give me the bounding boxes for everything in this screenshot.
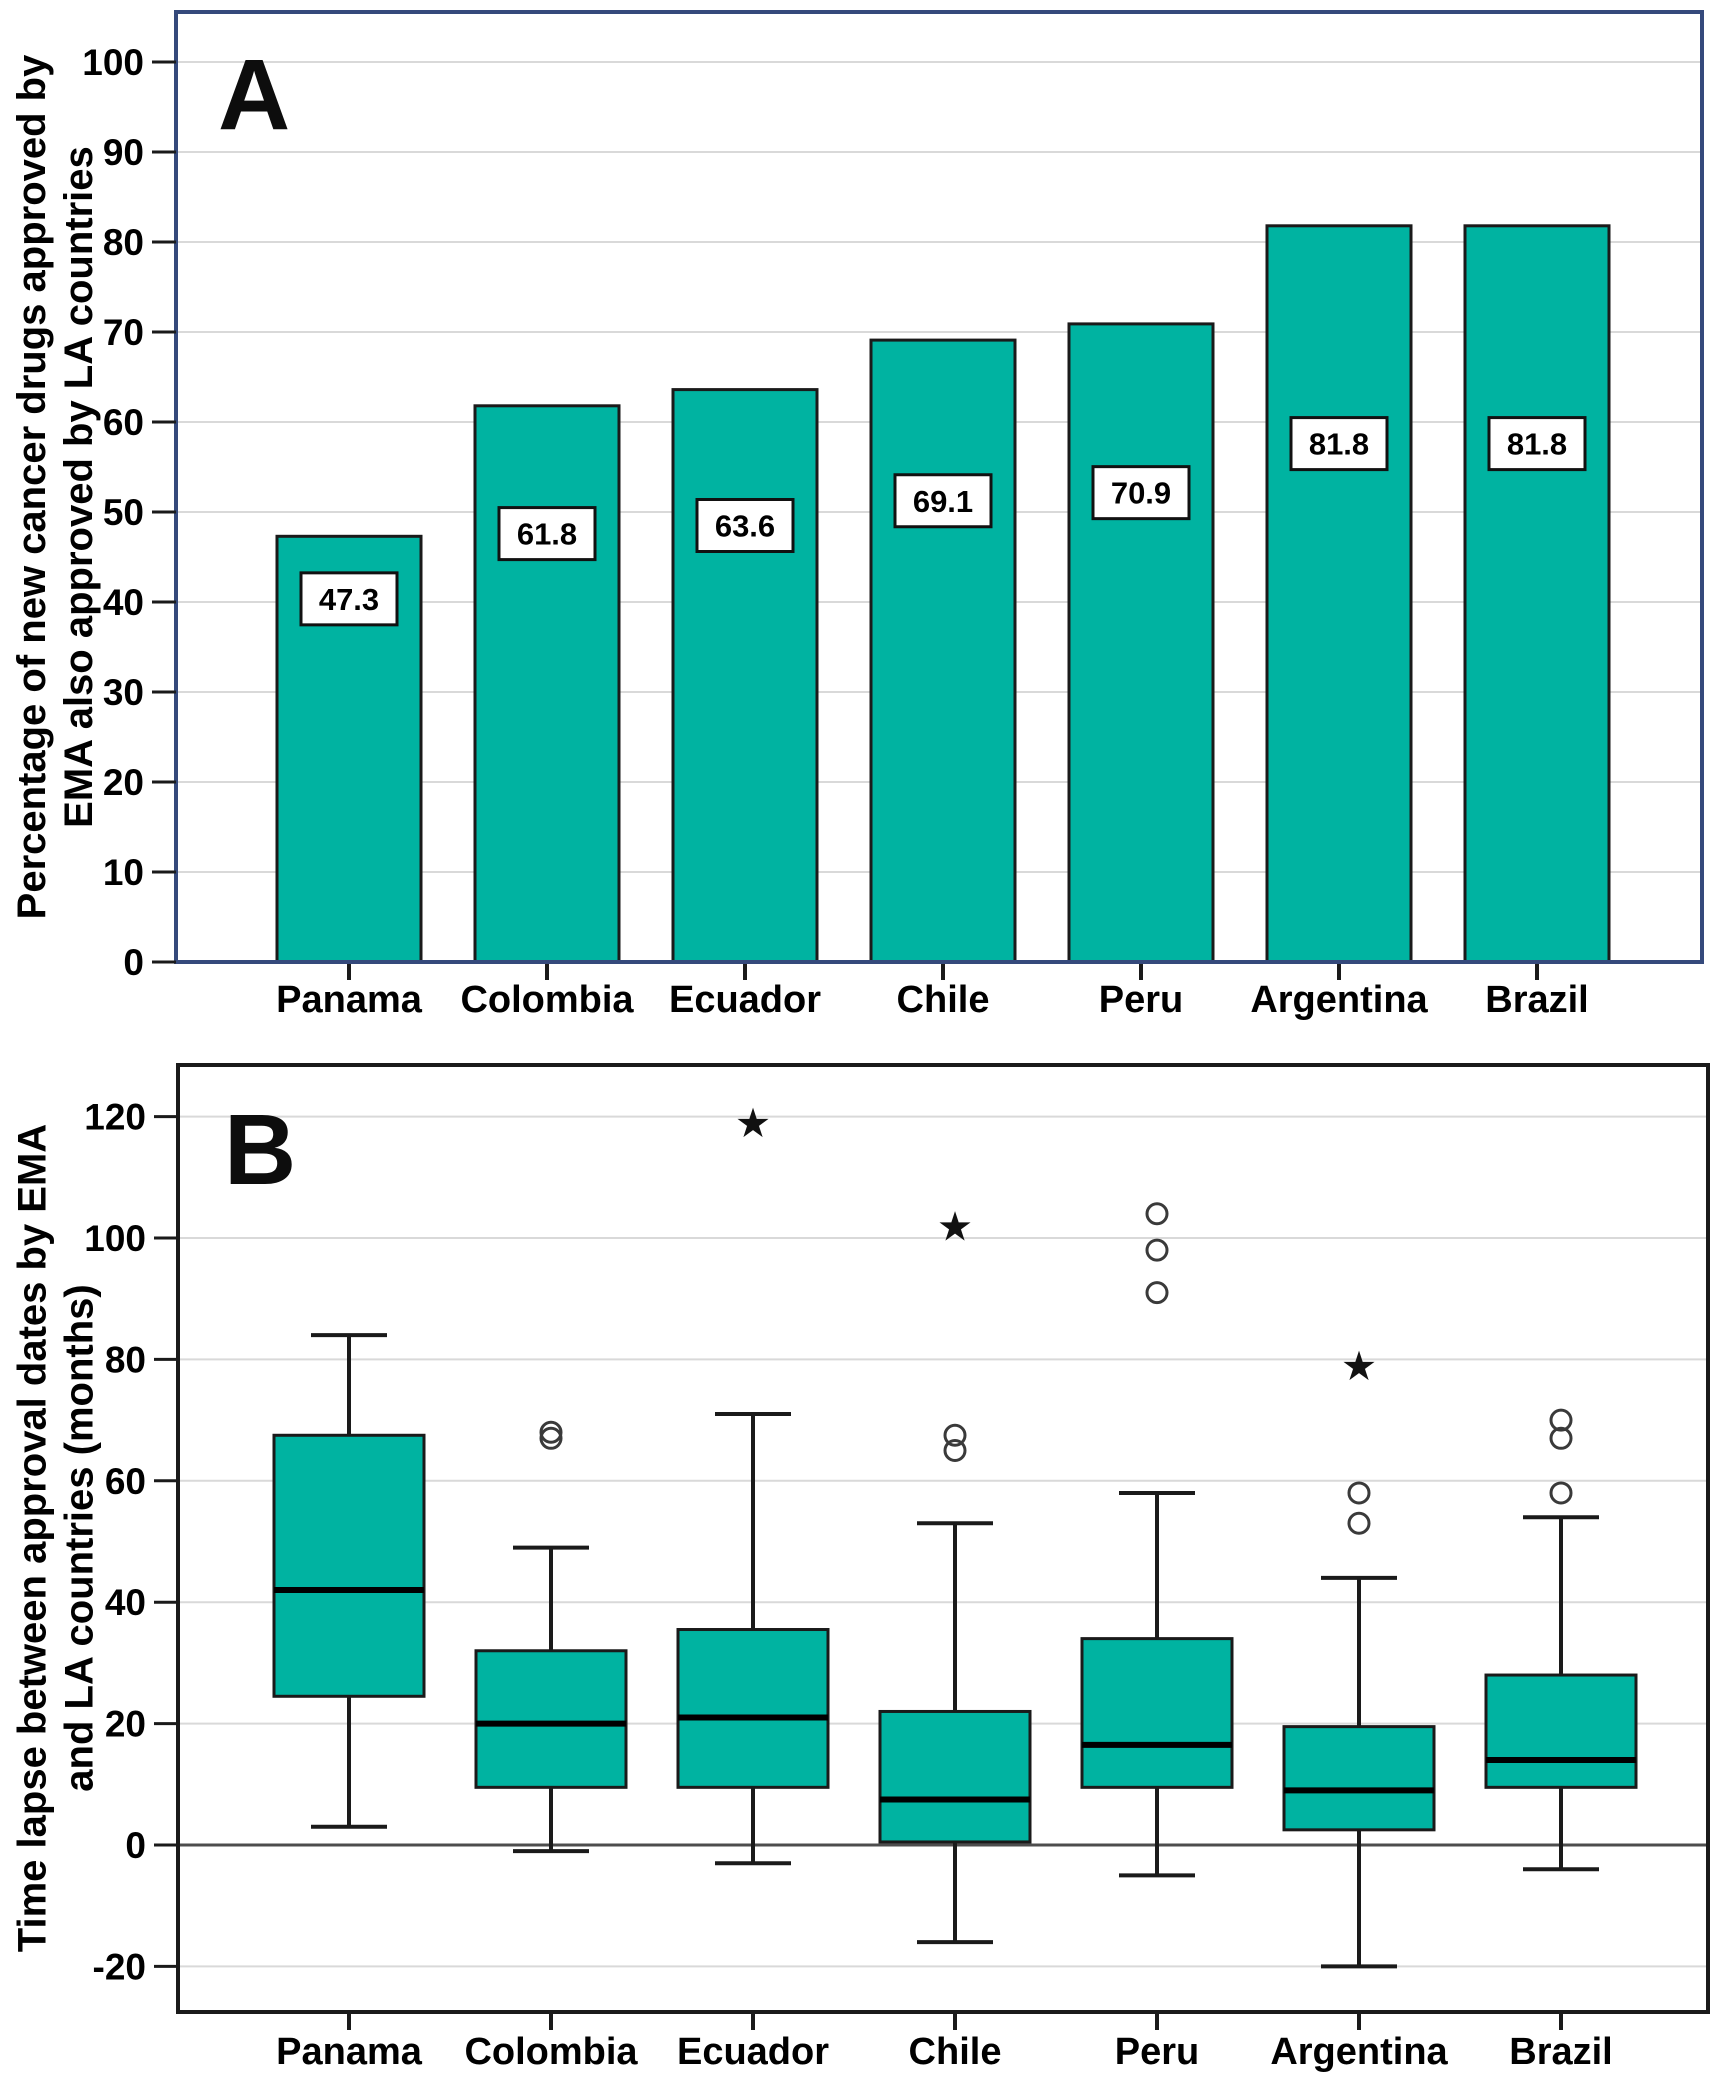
x-category-label: Brazil bbox=[1485, 979, 1588, 1021]
panel-b-box-plot: Panama Colombia ★ Ecuador ★ Chile Peru ★ Argenti… bbox=[84, 1063, 1710, 2073]
y-tick-label: 120 bbox=[84, 1097, 146, 1138]
y-tick-label: 80 bbox=[103, 222, 144, 263]
panel-a-y-axis-title-line2: EMA also approved by LA countries bbox=[57, 146, 101, 828]
panel-a-bar-chart: 47.3 Panama 61.8 Colombia 63.6 Ecuador 69.1 Chi… bbox=[82, 10, 1704, 1021]
x-category-label: Argentina bbox=[1250, 979, 1428, 1021]
x-category-label: Panama bbox=[276, 979, 423, 1021]
box-chile bbox=[878, 1709, 1032, 1844]
panel-a-letter: A bbox=[218, 39, 291, 151]
y-tick-label: 20 bbox=[105, 1704, 146, 1745]
bar-value-box bbox=[1091, 465, 1191, 521]
y-tick-label: 70 bbox=[103, 312, 144, 353]
bar-value-label: 69.1 bbox=[913, 484, 973, 519]
y-tick-label: 0 bbox=[125, 1825, 146, 1866]
box-peru bbox=[1080, 1637, 1234, 1789]
x-category-label: Peru bbox=[1115, 2031, 1199, 2073]
extreme-outlier-star-chile: ★ bbox=[939, 1206, 971, 1247]
y-tick-label: 90 bbox=[103, 132, 144, 173]
outlier-circle-colombia bbox=[539, 1426, 563, 1450]
extreme-outlier-star-ecuador: ★ bbox=[737, 1103, 769, 1144]
bar-value-label: 81.8 bbox=[1309, 427, 1369, 462]
outlier-circle-brazil bbox=[1549, 1426, 1573, 1450]
panel-b-y-axis-title-line2: and LA countries (months) bbox=[57, 1284, 102, 1792]
plot-border bbox=[176, 1063, 1710, 2014]
extreme-outlier-star-argentina: ★ bbox=[1343, 1345, 1375, 1386]
bar-value-box bbox=[695, 498, 795, 553]
bar-peru bbox=[1067, 322, 1215, 964]
y-tick-label: 100 bbox=[84, 1218, 146, 1259]
outlier-circle-peru bbox=[1145, 1238, 1169, 1262]
x-category-label: Ecuador bbox=[669, 979, 821, 1021]
bar-brazil bbox=[1463, 224, 1611, 964]
y-tick-label: -20 bbox=[93, 1946, 146, 1987]
bar-value-label: 47.3 bbox=[319, 582, 379, 617]
bar-colombia bbox=[473, 404, 621, 964]
outlier-circle-argentina bbox=[1347, 1481, 1371, 1505]
bar-value-label: 81.8 bbox=[1507, 427, 1567, 462]
bar-value-label: 70.9 bbox=[1111, 476, 1171, 511]
outlier-circle-brazil bbox=[1549, 1408, 1573, 1432]
y-tick-label: 40 bbox=[105, 1582, 146, 1623]
plot-border bbox=[174, 10, 1704, 964]
outlier-circle-peru bbox=[1145, 1281, 1169, 1305]
bar-value-label: 63.6 bbox=[715, 509, 775, 544]
box-colombia bbox=[474, 1649, 628, 1789]
x-category-label: Chile bbox=[909, 2031, 1002, 2073]
bar-value-box bbox=[1289, 416, 1389, 472]
bar-value-box bbox=[299, 571, 399, 627]
bar-ecuador bbox=[671, 388, 819, 964]
panel-a-y-axis-title: Percentage of new cancer drugs approved … bbox=[9, 12, 103, 962]
x-category-label: Brazil bbox=[1509, 2031, 1612, 2073]
y-tick-label: 50 bbox=[103, 492, 144, 533]
outlier-circle-chile bbox=[943, 1423, 967, 1447]
y-tick-label: 0 bbox=[123, 942, 144, 983]
y-tick-label: 20 bbox=[103, 762, 144, 803]
outlier-circle-peru bbox=[1145, 1202, 1169, 1226]
panel-b-y-axis-title: Time lapse between approval dates by EMA… bbox=[10, 1065, 104, 2012]
y-tick-label: 60 bbox=[105, 1461, 146, 1502]
y-tick-label: 60 bbox=[103, 402, 144, 443]
y-tick-label: 40 bbox=[103, 582, 144, 623]
bar-value-box bbox=[1487, 416, 1587, 472]
x-category-label: Colombia bbox=[460, 979, 634, 1021]
outlier-circle-brazil bbox=[1549, 1481, 1573, 1505]
panel-a-y-axis-title-line1: Percentage of new cancer drugs approved … bbox=[10, 54, 54, 920]
panel-b-y-axis-title-line1: Time lapse between approval dates by EMA bbox=[10, 1123, 55, 1953]
box-brazil bbox=[1484, 1673, 1638, 1789]
bar-chile bbox=[869, 338, 1017, 964]
outlier-circle-colombia bbox=[539, 1420, 563, 1444]
y-tick-label: 30 bbox=[103, 672, 144, 713]
y-tick-label: 100 bbox=[82, 42, 144, 83]
outlier-circle-chile bbox=[943, 1438, 967, 1462]
panel-b-letter: B bbox=[224, 1094, 297, 1206]
box-argentina bbox=[1282, 1725, 1436, 1832]
bar-argentina bbox=[1265, 224, 1413, 964]
x-category-label: Colombia bbox=[464, 2031, 638, 2073]
bar-value-label: 61.8 bbox=[517, 517, 577, 552]
x-category-label: Panama bbox=[276, 2031, 423, 2073]
x-category-label: Argentina bbox=[1270, 2031, 1448, 2073]
bar-value-box bbox=[893, 473, 993, 529]
box-ecuador bbox=[676, 1628, 830, 1789]
box-panama bbox=[272, 1433, 426, 1698]
bar-value-box bbox=[497, 506, 597, 562]
x-category-label: Peru bbox=[1099, 979, 1183, 1021]
x-category-label: Chile bbox=[897, 979, 990, 1021]
y-tick-label: 80 bbox=[105, 1339, 146, 1380]
y-tick-label: 10 bbox=[103, 852, 144, 893]
x-category-label: Ecuador bbox=[677, 2031, 829, 2073]
outlier-circle-argentina bbox=[1347, 1511, 1371, 1535]
